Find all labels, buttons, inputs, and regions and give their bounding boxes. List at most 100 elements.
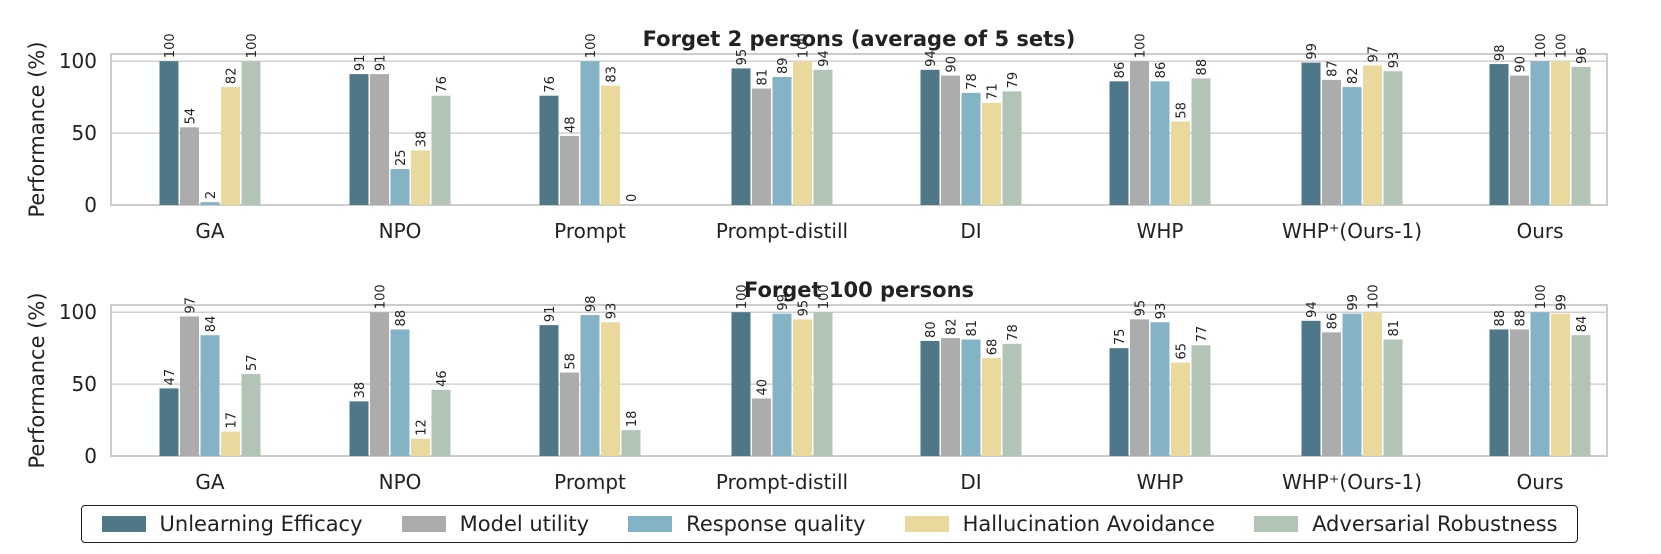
panel1-value-label-npo-adversarial-robustness: 76: [435, 76, 450, 93]
panel1-value-label-prompt-model-utility: 48: [564, 116, 579, 133]
legend-label-hallucination-avoidance: Hallucination Avoidance: [962, 512, 1215, 536]
panel1-bar-di-model-utility: [941, 75, 960, 205]
panel2-xtick-ours: Ours: [1516, 470, 1563, 494]
panel1-value-label-ours-model-utility: 90: [1514, 56, 1529, 73]
panel2-value-label-whp-hallucination-avoidance: 65: [1175, 343, 1190, 360]
panel2-bar-npo-response-quality: [390, 329, 410, 456]
panel1-value-label-di-model-utility: 90: [945, 56, 960, 73]
panel1-value-label-ga-model-utility: 54: [184, 108, 199, 125]
panel2-bar-prompt-response-quality: [580, 315, 600, 456]
panel1-value-label-di-hallucination-avoidance: 71: [986, 83, 1001, 100]
panel1-bar-whp-adversarial-robustness: [1191, 78, 1211, 205]
panel1-bar-di-unlearning-efficacy: [920, 69, 940, 205]
panel1-bar-prompt-distill-model-utility: [752, 88, 771, 205]
panel2-xtick-prompt-distill: Prompt-distill: [716, 470, 848, 494]
panel1-bar-di-hallucination-avoidance: [982, 102, 1001, 205]
panel2-value-label-prompt-hallucination-avoidance: 93: [605, 303, 620, 320]
panel1-value-label-ga-hallucination-avoidance: 82: [225, 68, 240, 85]
panel2-xtick-whp: WHP: [1137, 470, 1184, 494]
panel1-xtick-prompt-distill: Prompt-distill: [716, 219, 848, 243]
panel1-value-label-npo-response-quality: 25: [394, 150, 409, 167]
panel1-bar-whp-ours-1-unlearning-efficacy: [1301, 62, 1321, 205]
panel2-value-label-npo-unlearning-efficacy: 38: [353, 382, 368, 399]
panel1-xtick-npo: NPO: [379, 219, 422, 243]
panel1-bar-npo-hallucination-avoidance: [411, 150, 430, 205]
panel2-value-label-whp-ours-1-response-quality: 99: [1346, 294, 1361, 311]
panel2-value-label-prompt-distill-response-quality: 99: [776, 294, 791, 311]
panel2-value-label-prompt-model-utility: 58: [564, 353, 579, 370]
panel2-value-label-whp-ours-1-hallucination-avoidance: 100: [1367, 284, 1382, 309]
panel1-bar-ga-adversarial-robustness: [241, 61, 261, 205]
panel2-value-label-di-adversarial-robustness: 78: [1006, 324, 1021, 341]
panel1-value-label-ga-response-quality: 2: [204, 191, 219, 199]
panel1-xtick-di: DI: [960, 219, 981, 243]
panel2-value-label-whp-response-quality: 93: [1154, 303, 1169, 320]
panel1-value-label-whp-ours-1-hallucination-avoidance: 97: [1367, 46, 1382, 63]
panel1-value-label-prompt-unlearning-efficacy: 76: [543, 76, 558, 93]
panel2-bar-di-unlearning-efficacy: [920, 340, 940, 456]
panel1-value-label-ours-adversarial-robustness: 96: [1575, 47, 1590, 64]
panel1-bar-whp-unlearning-efficacy: [1109, 81, 1129, 205]
panel2-value-label-prompt-unlearning-efficacy: 91: [543, 306, 558, 323]
panel2-bar-whp-unlearning-efficacy: [1109, 348, 1129, 456]
panel1-xtick-ga: GA: [195, 219, 224, 243]
panel1-value-label-whp-adversarial-robustness: 88: [1195, 59, 1210, 76]
panel1-bar-whp-ours-1-model-utility: [1322, 79, 1341, 205]
panel2-value-label-di-unlearning-efficacy: 80: [924, 321, 939, 338]
panel2-bar-whp-hallucination-avoidance: [1171, 362, 1190, 456]
panel2-value-label-whp-adversarial-robustness: 77: [1195, 326, 1210, 343]
legend-item-model-utility: Model utility: [401, 512, 589, 536]
panel1-value-label-npo-hallucination-avoidance: 38: [415, 131, 430, 148]
panel1-bar-ours-adversarial-robustness: [1571, 66, 1591, 205]
panel2-bar-whp-ours-1-hallucination-avoidance: [1363, 312, 1382, 456]
legend-item-unlearning-efficacy: Unlearning Efficacy: [101, 512, 363, 536]
panel2-value-label-di-response-quality: 81: [965, 320, 980, 337]
panel2-value-label-ga-model-utility: 97: [184, 297, 199, 314]
panel1-value-label-prompt-distill-hallucination-avoidance: 100: [797, 33, 812, 58]
panel1-value-label-whp-hallucination-avoidance: 58: [1175, 102, 1190, 119]
panel2-value-label-whp-model-utility: 95: [1134, 300, 1149, 317]
panel2-value-label-npo-model-utility: 100: [374, 284, 389, 309]
panel1-bar-prompt-response-quality: [580, 61, 600, 205]
panel1-value-label-whp-model-utility: 100: [1134, 33, 1149, 58]
panel2-bar-ga-response-quality: [200, 335, 220, 456]
panel1-xtick-whp: WHP: [1137, 219, 1184, 243]
panel1-value-label-prompt-distill-unlearning-efficacy: 95: [735, 49, 750, 66]
panel2-bar-di-response-quality: [961, 339, 981, 456]
panel2-value-label-whp-unlearning-efficacy: 75: [1113, 329, 1128, 346]
panel1-bar-whp-hallucination-avoidance: [1171, 121, 1190, 205]
panel2-xtick-di: DI: [960, 470, 981, 494]
panel1-value-label-prompt-distill-adversarial-robustness: 94: [817, 50, 832, 67]
panel2-value-label-whp-ours-1-adversarial-robustness: 81: [1387, 320, 1402, 337]
panel2-bar-prompt-distill-response-quality: [772, 313, 792, 456]
panel1-bar-prompt-distill-adversarial-robustness: [813, 69, 833, 205]
panel1-value-label-whp-ours-1-unlearning-efficacy: 99: [1305, 43, 1320, 60]
panel1-ytick-50: 50: [72, 121, 97, 145]
panel2-bar-prompt-distill-hallucination-avoidance: [793, 319, 812, 456]
panel2-bar-whp-model-utility: [1130, 319, 1149, 456]
panel1-value-label-ga-adversarial-robustness: 100: [245, 33, 260, 58]
panel1-bar-prompt-model-utility: [560, 135, 579, 205]
panel2-value-label-ours-adversarial-robustness: 84: [1575, 316, 1590, 333]
panel1-value-label-whp-response-quality: 86: [1154, 62, 1169, 79]
panel2-value-label-prompt-distill-hallucination-avoidance: 95: [797, 300, 812, 317]
panel1-bar-prompt-distill-unlearning-efficacy: [731, 68, 751, 205]
panel2-value-label-prompt-distill-adversarial-robustness: 100: [817, 284, 832, 309]
panel1-value-label-npo-unlearning-efficacy: 91: [353, 55, 368, 72]
panel1-bar-whp-model-utility: [1130, 61, 1149, 205]
panel1-bar-ga-hallucination-avoidance: [221, 87, 240, 205]
panel2-bar-ours-model-utility: [1510, 329, 1529, 456]
panel1-bar-whp-ours-1-response-quality: [1342, 87, 1362, 205]
panel1-value-label-prompt-distill-response-quality: 89: [776, 57, 791, 74]
panel2-bar-ga-adversarial-robustness: [241, 374, 261, 456]
panel1-bar-whp-ours-1-hallucination-avoidance: [1363, 65, 1382, 205]
panel2-bar-npo-unlearning-efficacy: [349, 401, 369, 456]
panel2-value-label-whp-ours-1-unlearning-efficacy: 94: [1305, 301, 1320, 318]
panel1-bar-ours-model-utility: [1510, 75, 1529, 205]
panel2-bar-ours-response-quality: [1530, 312, 1550, 456]
panel2-bar-ours-unlearning-efficacy: [1489, 329, 1509, 456]
panel2-value-label-ours-hallucination-avoidance: 99: [1555, 294, 1570, 311]
panel2-axes-frame: [110, 304, 1608, 457]
panel2-title: Forget 100 persons: [744, 278, 974, 302]
